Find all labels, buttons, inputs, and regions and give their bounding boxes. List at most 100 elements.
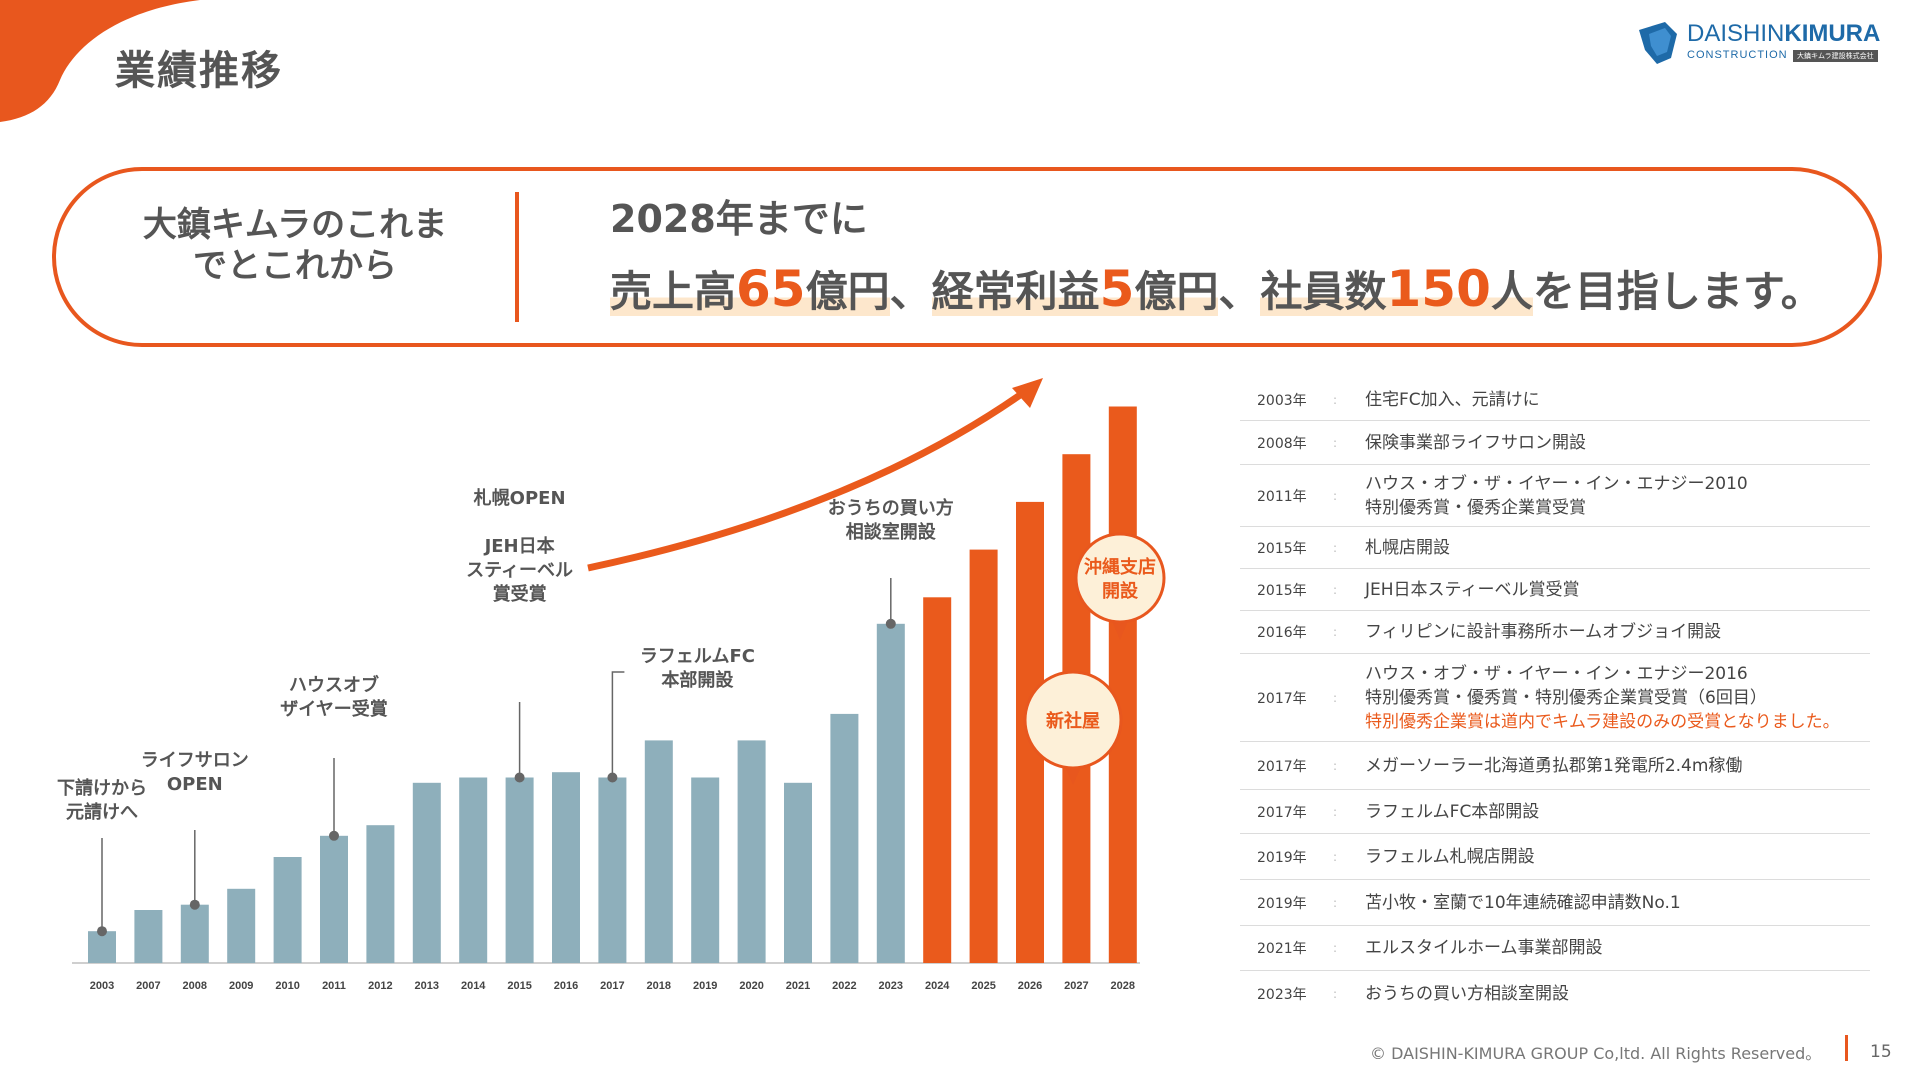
timeline-row: 2015年: 札幌店開設 [1240, 527, 1870, 569]
timeline-event-line: フィリピンに設計事務所ホームオブジョイ開設 [1365, 622, 1722, 642]
annotation-label: 相談室開設 [846, 521, 937, 543]
timeline-separator: : [1333, 804, 1338, 819]
timeline-event: 札幌店開設 [1365, 536, 1870, 560]
timeline-separator: : [1333, 690, 1338, 705]
annotation-dot [885, 618, 896, 629]
timeline-event-line: 特別優秀賞・優秀賞・特別優秀企業賞受賞（6回目） [1365, 687, 1767, 708]
timeline-year: 2015年 [1257, 582, 1307, 599]
timeline-event-line: 保険事業部ライフサロン開設 [1365, 432, 1586, 453]
bubble-label: 開設 [1102, 580, 1139, 602]
performance-bar-chart: 2003 2007 2008 2009 2010 2011 2012 2013 2014 2015… [57, 378, 1166, 992]
goal-separator: 、 [889, 267, 932, 316]
x-tick-label: 2003 [90, 980, 114, 992]
timeline-event-line: おうちの買い方相談室開設 [1365, 984, 1569, 1004]
timeline-event-line: メガーソーラー北海道勇払郡第1発電所2.4m稼働 [1365, 755, 1743, 776]
logo-japanese-name: 大鎮キムラ建設株式会社 [1793, 50, 1878, 62]
annotation-label: 賞受賞 [493, 583, 547, 605]
banner-headline: 2028年までに [610, 197, 868, 241]
x-tick-label: 2026 [1018, 980, 1042, 992]
x-tick-label: 2009 [229, 980, 253, 992]
annotation-dot [329, 830, 339, 841]
annotation-leader [611, 671, 625, 778]
timeline-year: 2015年 [1257, 540, 1307, 557]
goal-profit-number: 5 [1099, 260, 1135, 318]
timeline-event-line: 住宅FC加入、元請けに [1365, 390, 1540, 410]
annotation-dot [607, 772, 618, 783]
x-tick-label: 2015 [507, 980, 531, 992]
timeline-year: 2008年 [1257, 435, 1307, 452]
bar-2025 [969, 549, 998, 963]
bar-2012 [366, 825, 395, 963]
timeline-separator: : [1333, 582, 1338, 597]
bar-2015 [505, 777, 534, 963]
timeline-event-line: ラフェルム札幌店開設 [1365, 846, 1535, 867]
growth-arrow [587, 385, 1033, 572]
timeline-event: ラフェルム札幌店開設 [1365, 845, 1870, 869]
timeline-separator: : [1333, 540, 1338, 555]
x-tick-label: 2017 [600, 980, 624, 992]
history-timeline: 2003年: 住宅FC加入、元請けに 2008年: 保険事業部ライフサロン開設 2011… [1240, 380, 1870, 1017]
bar-2023 [876, 623, 905, 963]
bubble-label: 新社屋 [1046, 710, 1100, 732]
timeline-year: 2003年 [1257, 393, 1307, 409]
timeline-row: 2011年: ハウス・オブ・ザ・イヤー・イン・エナジー2010 特別優秀賞・優秀企業… [1240, 465, 1870, 527]
page-title: 業績推移 [115, 48, 283, 94]
timeline-separator: : [1333, 941, 1338, 955]
goal-sales: 売上高65億円 [610, 260, 890, 318]
timeline-year: 2011年 [1257, 488, 1307, 505]
bar-2028 [1108, 406, 1137, 963]
timeline-event: おうちの買い方相談室開設 [1365, 982, 1870, 1006]
x-tick-label: 2020 [739, 980, 763, 992]
timeline-year: 2019年 [1257, 849, 1307, 866]
goal-tail: を目指します。 [1532, 267, 1823, 316]
logo-text-daishin: DAISHIN [1687, 20, 1785, 47]
banner-goal-text: 売上高65億円、経常利益5億円、社員数150人を目指します。 [610, 258, 1823, 319]
annotation-label: ザイヤー受賞 [280, 698, 387, 720]
annotation-label: ライフサロン [141, 750, 249, 771]
goal-employees: 社員数150人 [1260, 260, 1533, 318]
timeline-row: 2008年: 保険事業部ライフサロン開設 [1240, 421, 1870, 465]
callout-bubble [1023, 670, 1123, 770]
timeline-separator: : [1333, 849, 1338, 864]
timeline-event-line: ラフェルムFC本部開設 [1365, 801, 1540, 822]
x-tick-label: 2016 [554, 980, 578, 992]
timeline-event: 苫小牧・室蘭で10年連続確認申請数No.1 [1365, 891, 1870, 915]
timeline-row: 2003年: 住宅FC加入、元請けに [1240, 380, 1870, 421]
bar-2024 [923, 597, 952, 963]
timeline-event-line: 苫小牧・室蘭で10年連続確認申請数No.1 [1365, 892, 1681, 913]
timeline-event: 保険事業部ライフサロン開設 [1365, 431, 1870, 455]
company-logo: DAISHINKIMURA CONSTRUCTION 大鎮キムラ建設株式会社 [1635, 18, 1905, 68]
annotation-label: 本部開設 [661, 669, 734, 691]
page-number: 15 [1870, 1042, 1892, 1062]
timeline-event: 住宅FC加入、元請けに [1365, 388, 1870, 412]
bar-2003 [88, 931, 116, 963]
goal-banner [52, 167, 1882, 347]
annotation-label: 下請けから [57, 777, 147, 799]
logo-text-kimura: KIMURA [1784, 20, 1881, 47]
annotation-label: ハウスオブ [289, 674, 379, 696]
x-tick-label: 2021 [786, 980, 810, 992]
annotation-dot [514, 772, 525, 783]
annotation-label: スティーベル [466, 560, 573, 581]
goal-profit: 経常利益5億円 [931, 260, 1219, 318]
annotation-label: OPEN [167, 774, 223, 795]
logo-mark-icon [1639, 22, 1677, 64]
timeline-event: ハウス・オブ・ザ・イヤー・イン・エナジー2016 特別優秀賞・優秀賞・特別優秀企業… [1365, 662, 1870, 734]
bar-2009 [227, 888, 256, 963]
annotation-label: 札幌OPEN [473, 487, 566, 509]
annotation-dot [189, 899, 200, 910]
timeline-year: 2016年 [1257, 625, 1307, 641]
timeline-event-line: 特別優秀賞・優秀企業賞受賞 [1365, 497, 1586, 518]
timeline-year: 2017年 [1257, 804, 1307, 821]
bar-2022 [830, 713, 859, 963]
growth-arrow-head [1012, 378, 1043, 408]
annotation-label: JEH日本 [483, 535, 555, 557]
timeline-year: 2017年 [1257, 690, 1307, 707]
x-tick-label: 2010 [275, 980, 299, 992]
bar-2008 [180, 904, 209, 963]
timeline-event-line: 札幌店開設 [1365, 537, 1450, 558]
timeline-event-line: ハウス・オブ・ザ・イヤー・イン・エナジー2016 [1365, 663, 1748, 684]
goal-profit-label: 経常利益 [931, 267, 1100, 316]
goal-employees-label: 社員数 [1260, 267, 1387, 316]
goal-separator: 、 [1218, 267, 1261, 316]
